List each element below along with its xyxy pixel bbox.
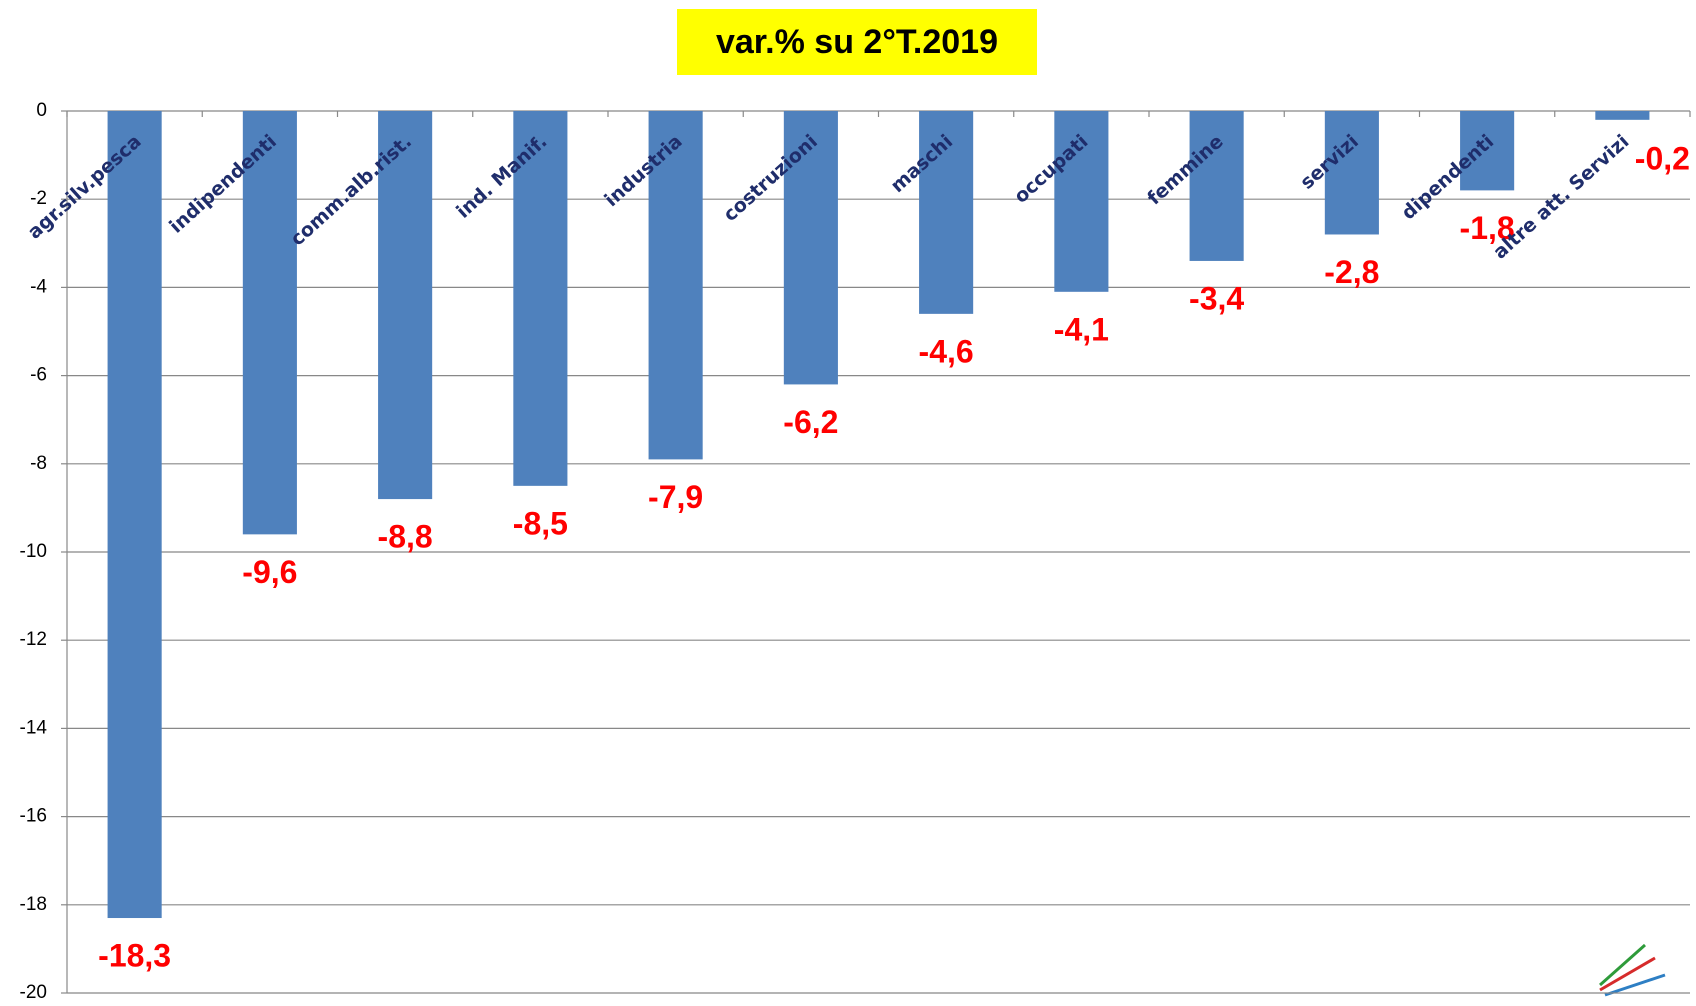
bar bbox=[648, 111, 703, 460]
value-label: -7,9 bbox=[648, 479, 703, 515]
y-tick-label: -18 bbox=[20, 894, 47, 915]
value-label: -9,6 bbox=[242, 554, 297, 590]
bar bbox=[107, 111, 162, 919]
value-label: -0,2 bbox=[1635, 140, 1690, 176]
bar bbox=[378, 111, 433, 500]
logo bbox=[1599, 943, 1666, 997]
value-label: -4,1 bbox=[1054, 311, 1109, 347]
y-tick-label: -6 bbox=[30, 365, 47, 386]
value-label: -6,2 bbox=[783, 404, 838, 440]
value-label: -4,6 bbox=[919, 333, 974, 369]
value-label: -8,8 bbox=[378, 519, 433, 555]
value-label: -18,3 bbox=[98, 937, 171, 973]
value-label: -1,8 bbox=[1460, 210, 1515, 246]
title-background bbox=[677, 9, 1037, 75]
chart-title: var.% su 2°T.2019 bbox=[716, 23, 998, 61]
y-tick-label: 0 bbox=[36, 100, 47, 121]
bar bbox=[783, 111, 838, 385]
value-label: -8,5 bbox=[513, 505, 568, 541]
y-tick-label: -10 bbox=[20, 541, 47, 562]
y-tick-label: -20 bbox=[20, 982, 47, 1003]
bar bbox=[1460, 111, 1515, 191]
bar bbox=[1595, 111, 1650, 120]
y-tick-label: -12 bbox=[20, 629, 47, 650]
y-tick-label: -8 bbox=[30, 453, 47, 474]
y-tick-label: -2 bbox=[30, 188, 47, 209]
bar bbox=[242, 111, 297, 535]
y-tick-label: -16 bbox=[20, 806, 47, 827]
bar bbox=[1189, 111, 1244, 261]
bar bbox=[1054, 111, 1109, 292]
bar bbox=[1324, 111, 1379, 235]
value-label: -3,4 bbox=[1189, 280, 1244, 316]
bar bbox=[919, 111, 974, 314]
value-label: -2,8 bbox=[1324, 254, 1379, 290]
y-tick-label: -4 bbox=[30, 276, 47, 297]
y-tick-label: -14 bbox=[20, 717, 48, 738]
bar bbox=[513, 111, 568, 486]
